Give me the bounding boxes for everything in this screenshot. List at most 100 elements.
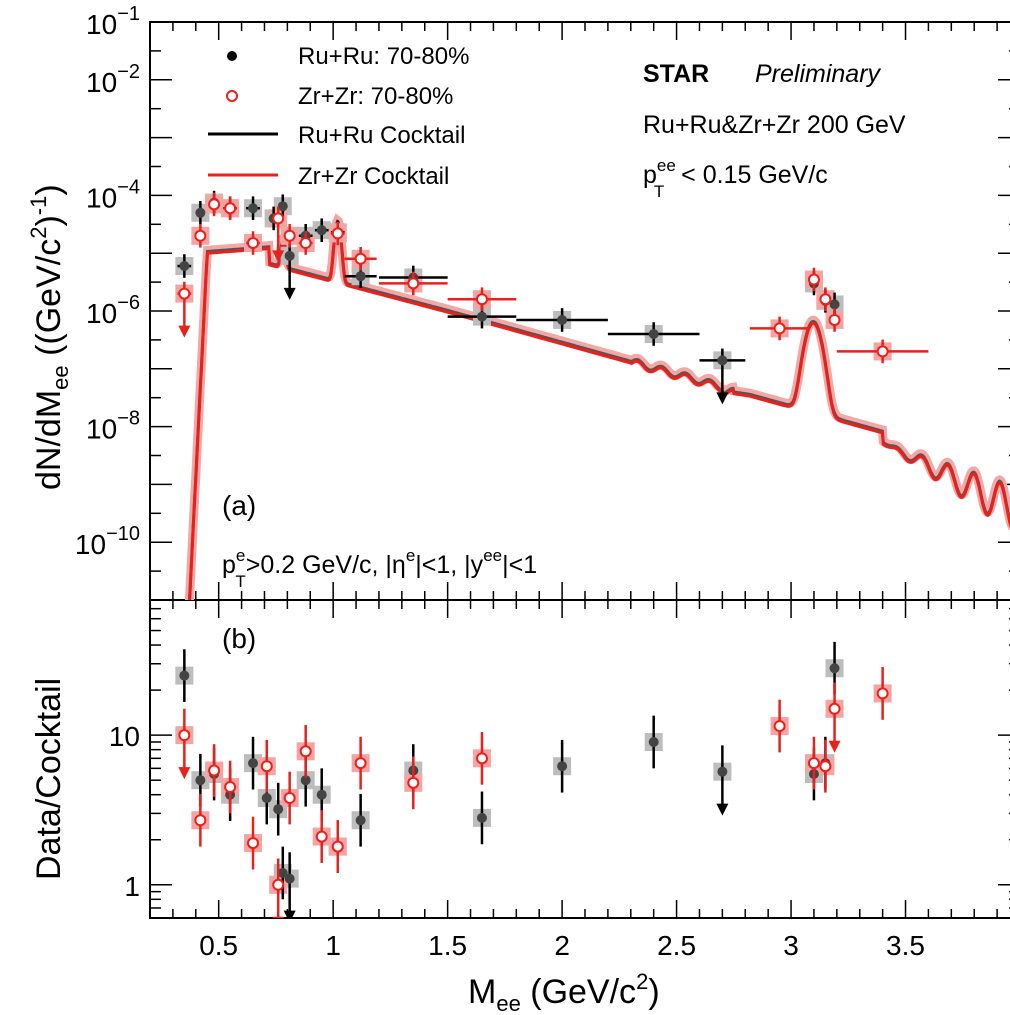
data-point (224, 781, 237, 794)
legend-label-zr-cocktail: Zr+Zr Cocktail (298, 163, 449, 190)
data-point (829, 663, 840, 674)
data-point (807, 757, 820, 770)
data-point (208, 764, 221, 777)
upper-limit-arrow (828, 740, 841, 753)
top-panel-frame (149, 21, 1010, 601)
y-tick-label: 10 (109, 721, 140, 752)
data-point (355, 271, 366, 282)
data-point (195, 775, 206, 786)
pt-cut-rest: < 0.15 GeV/c (674, 161, 828, 189)
data-point (476, 311, 487, 322)
data-point (354, 252, 367, 265)
data-point (331, 840, 344, 853)
ru-cocktail-line (188, 218, 1010, 600)
data-point (248, 203, 259, 214)
data-point (284, 873, 295, 884)
data-point (557, 314, 568, 325)
pt-cut-sup: ee (657, 156, 676, 175)
data-point (828, 702, 841, 715)
data-point (261, 793, 272, 804)
data-point (828, 313, 841, 326)
data-point (829, 299, 840, 310)
legend-label-zr: Zr+Zr: 70-80% (298, 83, 453, 110)
data-point (273, 804, 284, 815)
data-point (355, 815, 366, 826)
upper-limit-arrow (178, 325, 191, 338)
data-point (773, 322, 786, 335)
x-tick-label: 1.5 (428, 930, 467, 961)
y-tick-label: 10−6 (86, 292, 140, 329)
data-point (277, 867, 288, 878)
data-point (299, 237, 312, 250)
pt-cut-sub: T (654, 182, 664, 201)
data-point (476, 812, 487, 823)
data-point (277, 201, 288, 212)
data-point (208, 198, 221, 211)
legend-label-ru-cocktail: Ru+Ru Cocktail (298, 122, 465, 149)
upper-limit-arrow (283, 910, 296, 918)
data-point (316, 225, 327, 236)
x-tick-label: 0.5 (199, 930, 238, 961)
data-point (179, 261, 190, 272)
x-tick-label: 1 (325, 930, 341, 961)
data-point (557, 761, 568, 772)
top-y-axis-label: dN/dMee ((GeV/c2)-1) (26, 184, 73, 490)
data-point (247, 237, 260, 250)
legend-label-ru: Ru+Ru: 70-80% (298, 43, 469, 70)
legend-marker-ru (227, 51, 237, 61)
data-point (819, 760, 832, 773)
data-point (194, 229, 207, 242)
x-tick-label: 3 (783, 930, 799, 961)
x-tick-label: 2 (554, 930, 570, 961)
data-point (178, 287, 191, 300)
axis-ticks (150, 21, 1010, 919)
data-point (717, 766, 728, 777)
y-tick-label: 10−1 (86, 3, 140, 40)
data-point (260, 760, 273, 773)
data-point (717, 355, 728, 366)
data-point (283, 792, 296, 805)
experiment-label: STAR (643, 60, 709, 88)
data-point (299, 745, 312, 758)
cocktail-curves (184, 213, 1010, 600)
data-point (773, 720, 786, 733)
data-point (272, 878, 285, 891)
y-tick-label: 10−4 (86, 176, 140, 213)
data-point (284, 250, 295, 261)
upper-limit-arrow (178, 767, 191, 780)
data-point (195, 207, 206, 218)
data-point (300, 775, 311, 786)
bottom-y-axis-label: Data/Cocktail (30, 678, 68, 880)
x-tick-label: 3.5 (886, 930, 925, 961)
data-point (283, 229, 296, 242)
upper-limit-arrow (272, 250, 285, 263)
tick-labels: 0.5 1 1.5 2 2.5 3 3.5 10−10 10−8 10−6 10−4 10−2 10−1… (75, 3, 925, 961)
data-point (407, 277, 420, 290)
system-label: Ru+Ru&Zr+Zr 200 GeV (643, 111, 906, 139)
y-tick-label: 10−2 (86, 61, 140, 98)
data-point (475, 752, 488, 765)
data-point (475, 293, 488, 306)
data-point (272, 212, 285, 225)
upper-limit-arrow (716, 392, 729, 405)
data-point (224, 202, 237, 215)
data-point (354, 757, 367, 770)
y-tick-label: 1 (124, 871, 140, 902)
pt-cut-prefix: p (643, 161, 657, 189)
data-point (876, 345, 889, 358)
top-panel (149, 21, 1010, 601)
x-tick-label: 2.5 (657, 930, 696, 961)
y-tick-label: 10−8 (86, 408, 140, 445)
cocktail-band (184, 213, 1010, 600)
data-point (648, 736, 659, 747)
status-label: Preliminary (755, 60, 882, 88)
pt-cut-label: pee T < 0.15 GeV/c (643, 156, 828, 201)
data-point (248, 758, 259, 769)
data-point (247, 837, 260, 850)
legend-marker-zr (226, 90, 238, 102)
panel-label-a: (a) (222, 490, 256, 521)
cuts-label: pe T>0.2 GeV/c, |ηe|<1, |yee|<1 (222, 546, 537, 591)
data-point (807, 273, 820, 286)
data-point (331, 227, 344, 240)
